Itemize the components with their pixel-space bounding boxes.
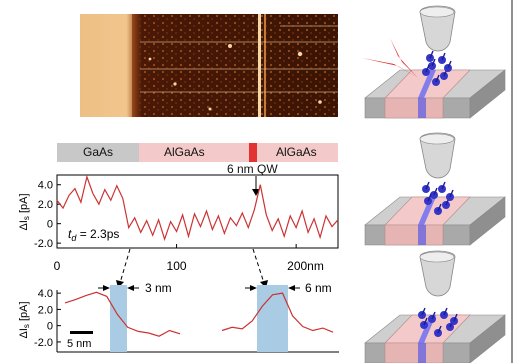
width-label-right: 6 nm: [305, 281, 332, 295]
zoom-right-line: [221, 292, 334, 333]
main-ytick-label: 0: [47, 219, 53, 231]
width-marker-right: [245, 285, 300, 291]
main-ylabel: ΔIs [pA]: [18, 193, 31, 230]
qw-arrowhead: [252, 189, 260, 196]
layer-label-gaas: GaAs: [83, 145, 114, 159]
schematic-panel-2: [364, 132, 506, 246]
scalebar: [70, 331, 93, 334]
main-xtick-label: 0: [54, 259, 61, 273]
zoom-ylabel: ΔIs [pA]: [18, 301, 31, 338]
schematic-column: [362, 0, 513, 363]
highlight-right: [257, 285, 288, 352]
layer-bar: GaAs AlGaAs AlGaAs: [57, 143, 338, 162]
highlight-left: [110, 285, 127, 352]
main-xtick-label: 100: [167, 259, 187, 273]
main-ytick-label: 2.0: [38, 199, 53, 211]
layer-gaas: [57, 143, 139, 162]
connector-right: [252, 248, 265, 284]
zoom-ytick-label: 0: [47, 321, 53, 333]
layer-label-algaas-left: AlGaAs: [164, 145, 205, 159]
main-plot-frame: [56, 174, 339, 249]
td-label: td = 2.3ps: [68, 227, 119, 243]
zoom-ytick-label: -2.0: [34, 337, 53, 349]
width-label-left: 3 nm: [145, 281, 172, 295]
schematic-panel-3: [364, 250, 506, 363]
main-xtick-label: 200nm: [287, 259, 324, 273]
zoom-ytick-label: 2.0: [38, 304, 53, 316]
layer-label-algaas-right: AlGaAs: [276, 145, 317, 159]
layer-algaas-right: [257, 143, 338, 162]
stm-image: [80, 14, 338, 117]
main-ytick-label: -2.0: [34, 238, 53, 250]
zoom-ytick-label: 4.0: [38, 288, 53, 300]
zoom-left-line: [64, 291, 181, 337]
schematic-panel-1: [362, 5, 506, 119]
layer-qw: [249, 143, 257, 162]
stm-image-svg: [80, 14, 338, 117]
connector-left: [119, 248, 131, 284]
main-series-line: [56, 174, 339, 242]
scalebar-label: 5 nm: [67, 338, 91, 350]
width-marker-left: [98, 285, 139, 291]
main-ytick-label: 4.0: [38, 180, 53, 192]
qw-annotation: 6 nm QW: [227, 162, 278, 176]
